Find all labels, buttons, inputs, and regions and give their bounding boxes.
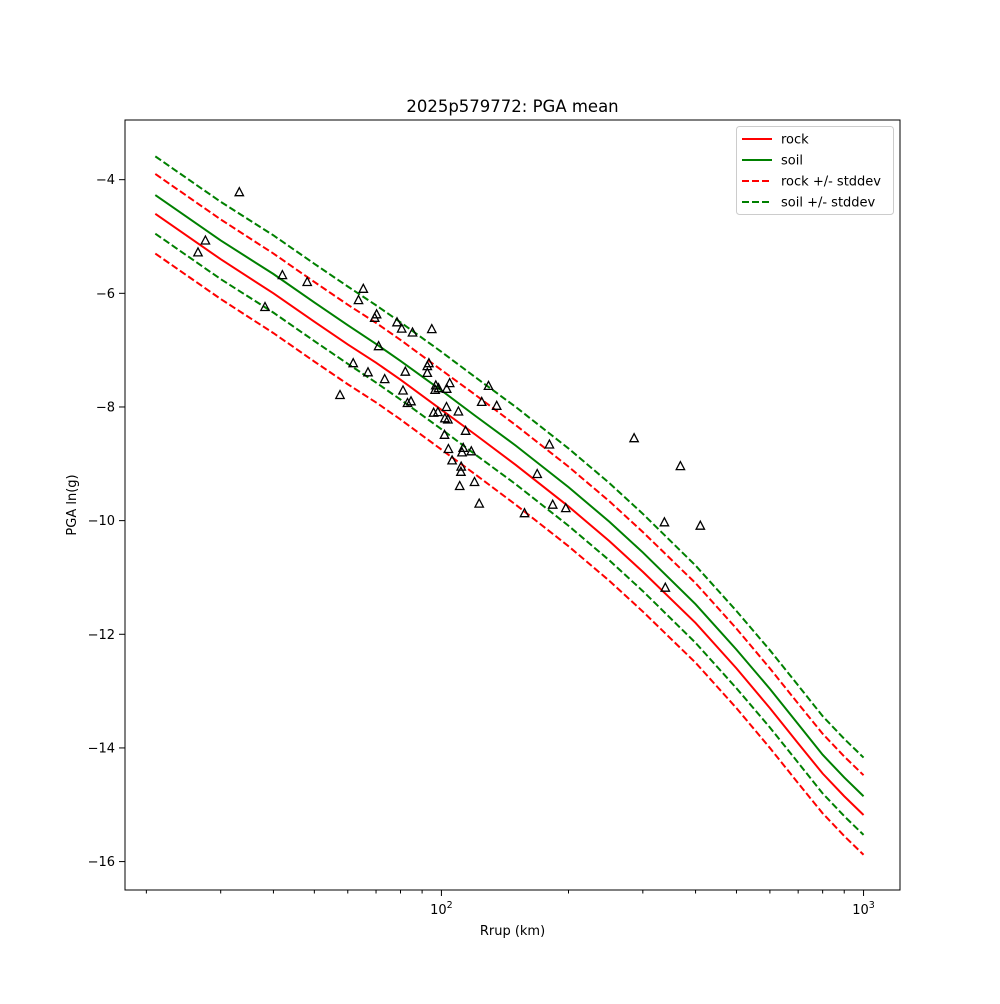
observation-point: [277, 269, 288, 280]
x-tick-label: 102: [430, 900, 453, 918]
legend-box: [736, 126, 894, 215]
observation-point: [519, 507, 530, 518]
observation-point: [407, 326, 418, 337]
observation-point: [455, 465, 467, 476]
legend-label: soil: [781, 154, 803, 169]
observation-point: [422, 367, 433, 378]
y-axis-label: PGA ln(g): [65, 474, 80, 535]
observation-point: [628, 432, 640, 443]
series-line-3: [154, 252, 865, 856]
observation-point: [373, 340, 384, 351]
series-line-4: [154, 155, 865, 759]
legend-label: rock +/- stddev: [781, 175, 881, 190]
x-axis-label: Rrup (km): [480, 924, 545, 939]
observation-point: [371, 308, 382, 319]
observation-point: [531, 468, 543, 479]
observation-point: [379, 373, 390, 384]
y-axis: −4 −6 −8 −10 −12 −14 −16: [88, 173, 125, 870]
observation-point: [455, 460, 467, 471]
observation-point: [443, 443, 454, 454]
observation-point: [491, 399, 502, 410]
observation-point: [301, 276, 313, 287]
observation-point: [483, 380, 494, 391]
observation-point: [259, 301, 271, 312]
x-axis: 102 103: [145, 890, 875, 918]
series-line-5: [154, 232, 865, 836]
observation-point: [423, 357, 435, 368]
series-line-2: [154, 173, 865, 776]
observation-point: [397, 384, 409, 395]
observation-point: [234, 186, 245, 197]
observation-point: [660, 581, 671, 592]
observation-point: [473, 497, 485, 508]
observation-point: [402, 397, 413, 408]
observation-point: [358, 282, 369, 293]
y-tick-label: −4: [96, 173, 115, 188]
y-tick-label: −10: [88, 514, 115, 529]
observation-point: [334, 389, 346, 400]
observation-point: [362, 366, 374, 377]
observation-point: [469, 476, 480, 487]
observation-point: [200, 234, 211, 245]
observation-point: [460, 424, 471, 435]
observation-point: [400, 365, 411, 376]
y-tick-label: −12: [88, 628, 115, 643]
observation-point: [405, 395, 417, 406]
observation-point: [347, 357, 359, 368]
observation-point: [544, 438, 555, 449]
legend: rock soil rock +/- stddev soil +/- stddev: [736, 126, 894, 215]
observation-point: [439, 428, 450, 439]
observation-point: [391, 316, 403, 327]
observation-point: [442, 413, 454, 424]
y-tick-label: −6: [96, 287, 115, 302]
chart-title: 2025p579772: PGA mean: [406, 97, 618, 116]
observation-point: [453, 405, 464, 416]
x-tick-label: 103: [852, 900, 875, 918]
observations-layer: [192, 186, 706, 592]
observation-point: [426, 323, 438, 334]
observation-point: [695, 519, 706, 530]
observation-point: [659, 516, 670, 527]
series-line-0: [154, 212, 865, 816]
observation-point: [457, 442, 469, 453]
observation-point: [192, 246, 204, 257]
y-tick-label: −16: [88, 855, 115, 870]
observation-point: [444, 377, 455, 388]
curves-layer: [154, 155, 865, 856]
legend-label: soil +/- stddev: [781, 196, 876, 211]
observation-point: [396, 322, 407, 333]
plot-frame: [124, 119, 901, 891]
observation-point: [476, 396, 487, 407]
observation-point: [454, 480, 465, 491]
y-tick-label: −14: [88, 741, 115, 756]
observation-point: [560, 502, 572, 513]
observation-point: [441, 382, 452, 393]
y-tick-label: −8: [96, 400, 115, 415]
observation-point: [446, 454, 458, 465]
observation-point: [441, 401, 452, 412]
observation-point: [432, 406, 444, 417]
series-line-1: [154, 194, 865, 797]
legend-label: rock: [781, 133, 809, 148]
observation-point: [547, 498, 558, 509]
observation-point: [466, 445, 477, 456]
observation-point: [433, 382, 444, 393]
observation-point: [353, 294, 364, 305]
observation-point: [675, 460, 686, 471]
